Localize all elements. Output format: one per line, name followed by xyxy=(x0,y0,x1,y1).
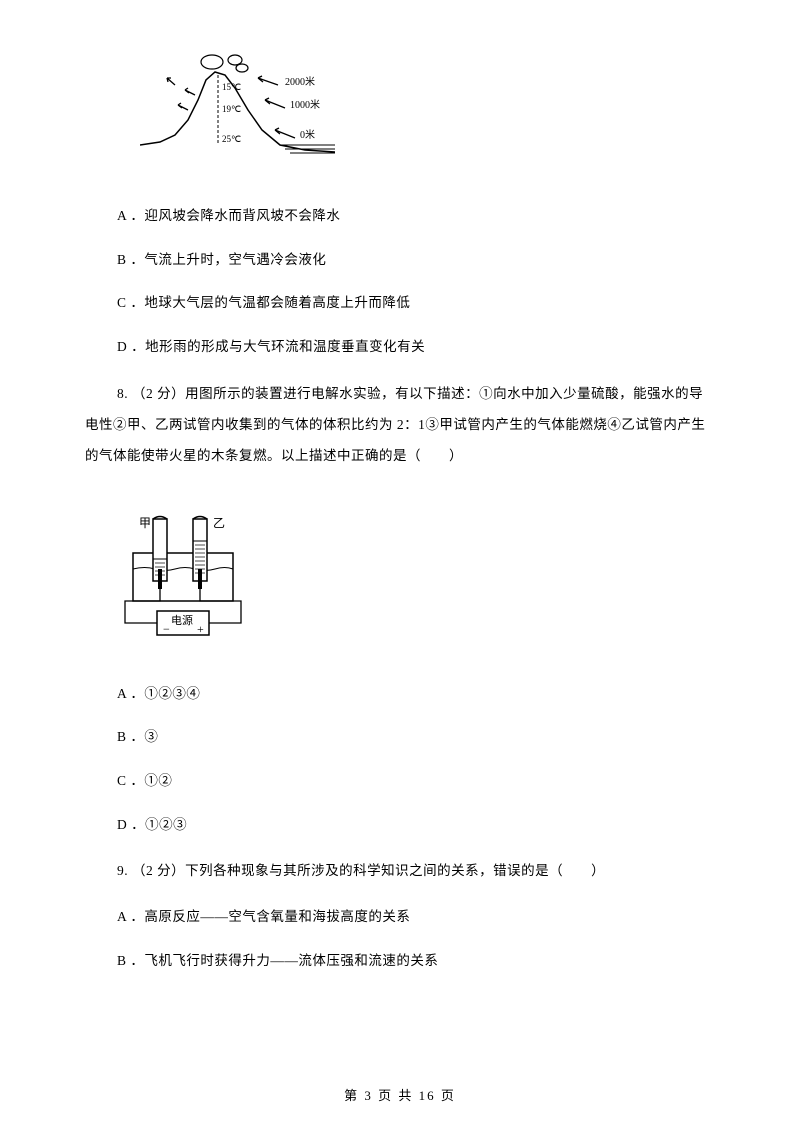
q8-option-b: B ．③ xyxy=(117,724,715,750)
q8-option-c: C ．①② xyxy=(117,768,715,794)
alt-1000-label: 1000米 xyxy=(290,98,320,111)
power-label: 电源 xyxy=(171,613,193,627)
q9-option-a: A ．高原反应——空气含氧量和海拔高度的关系 xyxy=(117,904,715,930)
figure-mountain: 2000米 1000米 0米 15℃ 19℃ 25℃ xyxy=(140,50,715,175)
q9-option-b: B ．飞机飞行时获得升力——流体压强和流速的关系 xyxy=(117,948,715,974)
mountain-diagram-svg: 2000米 1000米 0米 15℃ 19℃ 25℃ xyxy=(140,50,335,170)
q7-option-c: C ．地球大气层的气温都会随着高度上升而降低 xyxy=(117,290,715,316)
neg-label: − xyxy=(163,622,170,636)
tube-left-label: 甲 xyxy=(139,516,151,530)
temp-25-label: 25℃ xyxy=(222,134,241,144)
page-footer: 第 3 页 共 16 页 xyxy=(0,1085,800,1104)
q8-option-d: D ．①②③ xyxy=(117,812,715,838)
pos-label: + xyxy=(197,622,204,636)
tube-right-label: 乙 xyxy=(213,516,225,530)
temp-19-label: 19℃ xyxy=(222,104,241,114)
figure-electrolysis: 电源 − + 甲 乙 xyxy=(115,511,715,646)
q7-option-d: D ．地形雨的形成与大气环流和温度垂直变化有关 xyxy=(117,334,715,360)
electrolysis-diagram-svg: 电源 − + 甲 乙 xyxy=(115,511,265,641)
alt-0-label: 0米 xyxy=(300,128,315,141)
q7-option-a: A ．迎风坡会降水而背风坡不会降水 xyxy=(117,203,715,229)
q7-option-b: B ．气流上升时，空气遇冷会液化 xyxy=(117,247,715,273)
q8-stem: 8. （2 分）用图所示的装置进行电解水实验，有以下描述：①向水中加入少量硫酸，… xyxy=(85,378,715,471)
q9-stem: 9. （2 分）下列各种现象与其所涉及的科学知识之间的关系，错误的是（ ） xyxy=(85,855,715,886)
q8-option-a: A ．①②③④ xyxy=(117,681,715,707)
alt-2000-label: 2000米 xyxy=(285,75,315,88)
temp-15-label: 15℃ xyxy=(222,82,241,92)
